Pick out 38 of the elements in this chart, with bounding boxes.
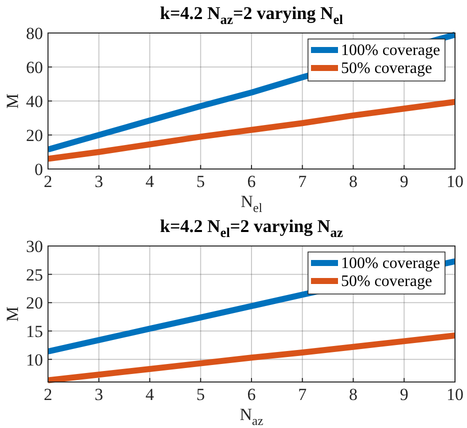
legend-label: 100% coverage xyxy=(341,42,440,59)
x-tick-label: 3 xyxy=(94,385,104,404)
x-axis-title: N$_{el}$ xyxy=(240,192,263,215)
y-tick-label: 60 xyxy=(26,58,43,77)
x-tick-label: 6 xyxy=(247,385,256,404)
x-tick-label: 5 xyxy=(196,385,205,404)
x-tick-label: 5 xyxy=(196,172,205,191)
x-tick-label: 7 xyxy=(298,385,308,404)
y-tick-label: 40 xyxy=(26,92,43,111)
legend-label: 50% coverage xyxy=(341,60,432,77)
x-tick-label: 2 xyxy=(44,172,52,191)
y-axis-title: M xyxy=(3,93,22,109)
y-tick-label: 80 xyxy=(26,24,43,43)
x-tick-label: 9 xyxy=(400,172,408,191)
x-tick-label: 8 xyxy=(349,385,358,404)
x-tick-label: 8 xyxy=(349,172,358,191)
x-tick-label: 6 xyxy=(247,172,256,191)
chart-title: k=4.2 N$_{el}$=2 varying N$_{az}$ xyxy=(160,216,344,240)
legend-label: 100% coverage xyxy=(341,255,440,272)
x-tick-label: 10 xyxy=(446,172,464,191)
y-tick-label: 30 xyxy=(26,237,43,256)
y-tick-label: 0 xyxy=(34,160,43,179)
y-tick-label: 25 xyxy=(26,265,43,284)
y-axis-title: M xyxy=(3,306,22,322)
x-tick-label: 3 xyxy=(94,172,104,191)
x-tick-label: 2 xyxy=(44,385,52,404)
x-tick-label: 10 xyxy=(446,385,464,404)
y-tick-label: 20 xyxy=(26,126,43,145)
chart-title: k=4.2 N$_{az}$=2 varying N$_{el}$ xyxy=(160,3,344,27)
legend-label: 50% coverage xyxy=(341,273,432,290)
x-tick-label: 7 xyxy=(298,172,308,191)
y-tick-label: 15 xyxy=(26,322,43,341)
x-tick-label: 9 xyxy=(400,385,408,404)
x-axis-title: N$_{az}$ xyxy=(240,405,264,428)
y-tick-label: 10 xyxy=(26,350,43,370)
x-tick-label: 4 xyxy=(146,172,154,191)
y-tick-label: 20 xyxy=(26,294,43,313)
x-tick-label: 4 xyxy=(146,385,154,404)
